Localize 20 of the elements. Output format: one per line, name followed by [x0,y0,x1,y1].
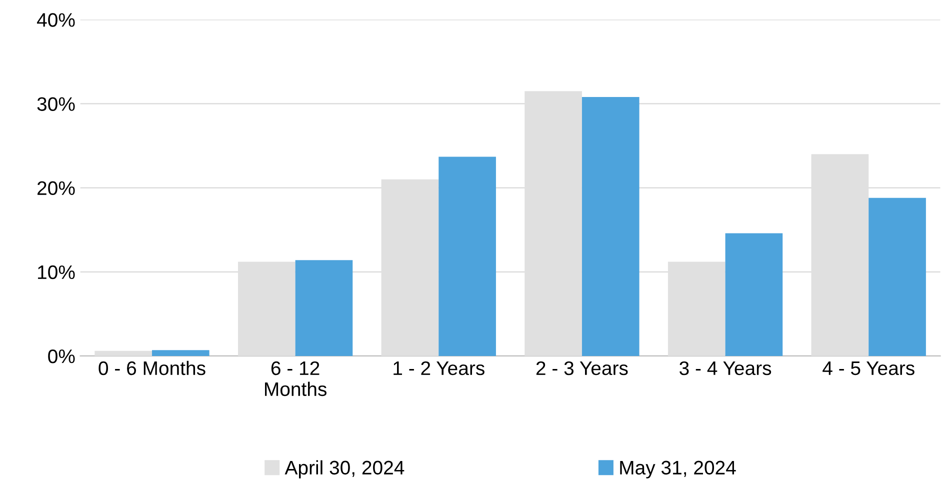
bar [438,156,496,356]
y-tick-label: 0% [48,349,75,364]
bar [725,233,783,356]
bar [152,350,210,356]
y-tick-label: 40% [36,13,75,27]
x-tick-label: 2 - 3 Years [536,361,628,376]
x-tick-label: 1 - 2 Years [394,361,484,376]
legend-label: May 31, 2024 [620,460,736,478]
bar [582,96,640,356]
x-tick-label: 4 - 5 Years [822,362,914,376]
bar [94,350,152,356]
bar [868,198,926,356]
x-tick-label: 6 - 12 Months [265,361,326,396]
legend-label: April 30, 2024 [284,460,404,478]
x-tick-label: 3 - 4 Years [680,361,772,376]
y-tick-label: 20% [38,181,75,196]
bar [295,260,353,356]
y-tick-label: 10% [38,265,75,280]
x-tick-label: 0 - 6 Months [98,360,206,376]
y-tick-label: 30% [37,97,75,111]
